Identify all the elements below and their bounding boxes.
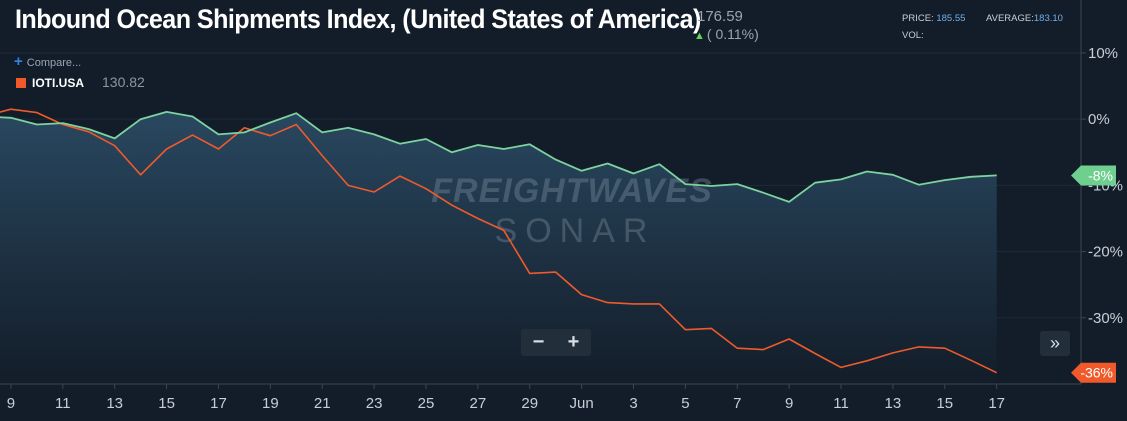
current-value: 176.59 [697,8,743,25]
x-tick-label: 13 [106,395,123,412]
x-tick-label: 23 [366,395,383,412]
average-label: AVERAGE: [986,13,1034,24]
end-labels: -8% -36% [1071,165,1116,383]
compare-label: Compare... [26,57,82,69]
x-tick-label: 19 [262,395,279,412]
x-tick-label: 9 [7,395,15,412]
x-tick-label: 17 [210,395,227,412]
watermark-line-2: SONAR [495,212,656,250]
x-tick-label: 3 [629,395,637,412]
zoom-controls: − + [521,329,591,356]
legend-value: 130.82 [102,74,145,90]
x-tick-label: 7 [733,395,741,412]
x-tick-label: 9 [785,395,793,412]
green-end-label: -8% [1088,167,1113,183]
y-axis-ticks: 10%0%-10%-20%-30% [1081,45,1123,327]
x-tick-label: 29 [521,395,538,412]
average-stat: AVERAGE:183.10 [986,13,1063,24]
change-indicator: ▲( 0.11%) [694,26,759,42]
x-tick-label: 11 [833,395,849,412]
change-percent: ( 0.11%) [706,26,759,42]
green-series-area [0,111,997,384]
y-tick-label: -30% [1088,310,1123,327]
watermark-line-1: FREIGHTWAVES [431,172,713,210]
y-tick-label: 0% [1088,111,1110,128]
orange-series-line [0,108,998,374]
plus-icon: + [14,53,23,70]
scroll-to-end-button[interactable]: » [1040,331,1070,356]
price-label: PRICE: [902,13,934,24]
x-tick-label: 25 [418,395,435,412]
x-tick-label: 15 [158,395,175,412]
x-tick-label: 11 [55,395,71,412]
x-tick-label: 5 [681,395,689,412]
legend-swatch [16,78,26,88]
zoom-in-button[interactable]: + [567,331,580,353]
vol-stat: VOL: [902,30,924,41]
price-value: 185.55 [936,13,966,24]
x-tick-label: 15 [936,395,953,412]
x-tick-label: Jun [570,395,594,412]
x-tick-label: 17 [988,395,1005,412]
y-tick-label: 10% [1088,45,1118,62]
legend-item-ioti[interactable]: IOTI.USA 130.82 [16,74,145,90]
orange-end-flag [1071,362,1116,383]
x-tick-label: 13 [885,395,902,412]
x-tick-label: 21 [314,395,331,412]
x-tick-label: 27 [470,395,487,412]
green-series-line [0,111,997,203]
x-axis-ticks: 9 11 13 15 17 19 21 23 25 27 29 Jun 3 5 7 9 11 13 15 17 [7,384,1005,412]
watermark: FREIGHTWAVES SONAR [431,172,713,250]
average-value: 183.10 [1033,13,1063,24]
orange-end-label: -36% [1080,365,1113,381]
green-end-flag [1071,165,1116,186]
vol-label: VOL: [902,30,924,41]
legend-name: IOTI.USA [32,76,85,90]
up-arrow-icon: ▲ [694,30,705,42]
y-tick-label: -20% [1088,244,1123,261]
compare-button[interactable]: + Compare... [14,53,81,70]
chart-title: Inbound Ocean Shipments Index, (United S… [15,4,701,34]
price-stat: PRICE: 185.55 [902,13,965,24]
zoom-out-button[interactable]: − [532,331,545,353]
